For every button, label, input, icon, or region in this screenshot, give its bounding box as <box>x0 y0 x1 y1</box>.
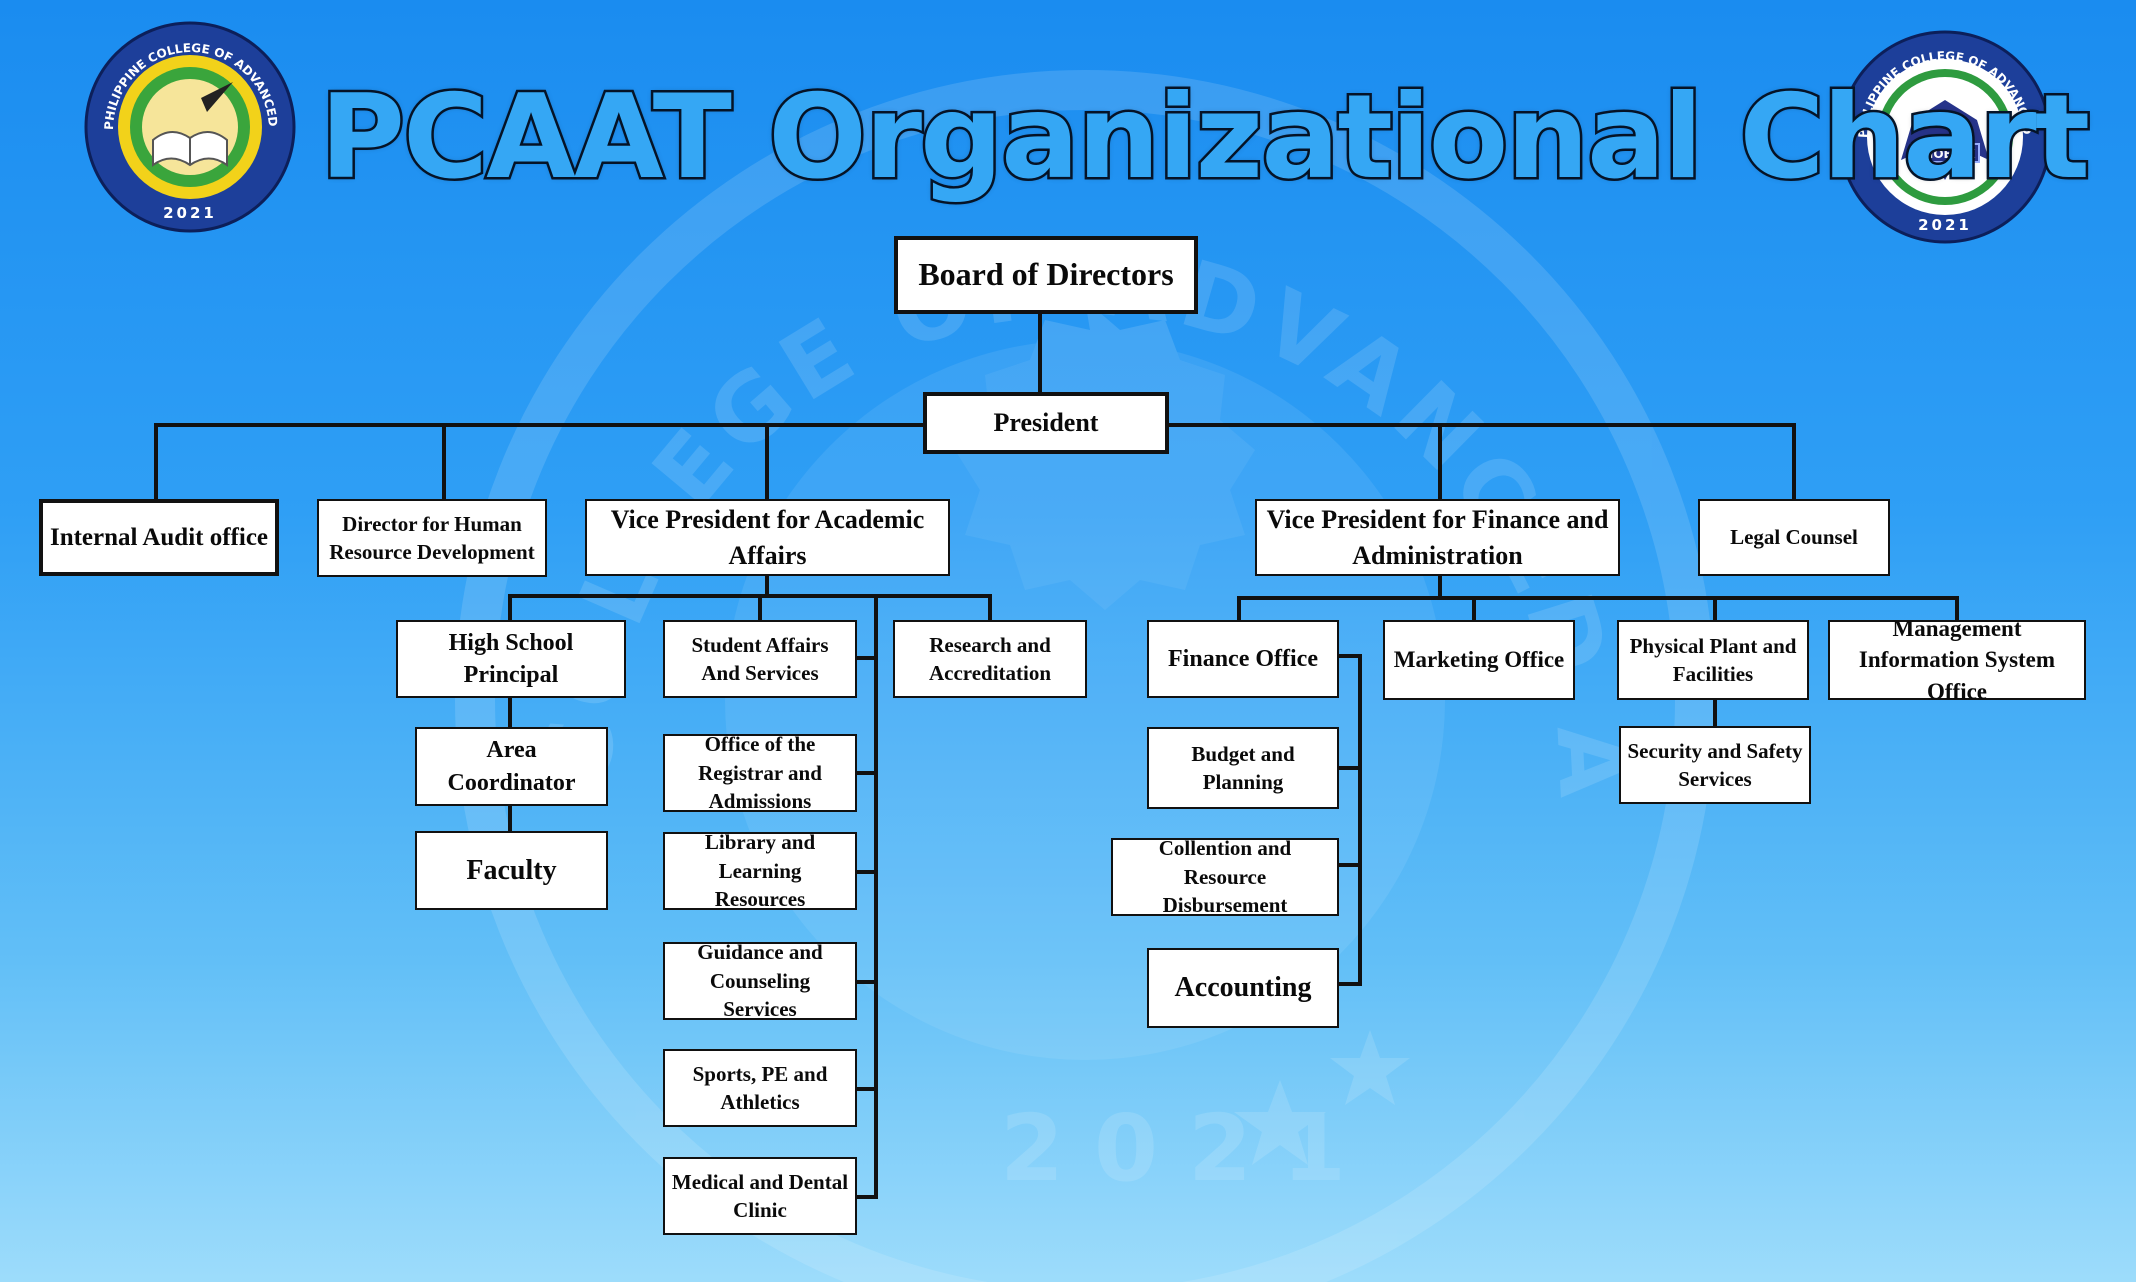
node-faculty: Faculty <box>415 831 608 910</box>
node-accounting: Accounting <box>1147 948 1339 1028</box>
pcaat-phoenix-logo-right: PHOENIX PHILIPPINE COLLEGE OF ADVANCED A… <box>1835 30 2052 244</box>
node-mis-office: Management Information System Office <box>1828 616 2086 704</box>
pcaat-seal-logo-left: PHILIPPINE COLLEGE OF ADVANCED ARTS AND … <box>83 20 296 233</box>
node-medical-dental-clinic: Medical and Dental Clinic <box>663 1157 857 1235</box>
svg-text:2021: 2021 <box>1918 216 1972 234</box>
node-finance-office: Finance Office <box>1147 620 1339 698</box>
svg-text:2021: 2021 <box>163 204 217 222</box>
node-area-coordinator: Area Coordinator <box>415 727 608 806</box>
node-physical-plant-facilities: Physical Plant and Facilities <box>1617 620 1809 700</box>
node-budget-planning: Budget and Planning <box>1147 727 1339 809</box>
node-marketing-office: Marketing Office <box>1383 620 1575 700</box>
phoenix-icon <box>1901 100 1989 180</box>
node-collection-disbursement: Collention and Resource Disbursement <box>1111 836 1339 917</box>
node-board-of-directors: Board of Directors <box>894 236 1198 314</box>
node-hr-director: Director for Human Resource Development <box>317 499 547 577</box>
node-guidance-counseling: Guidance and Counseling Services <box>663 940 857 1021</box>
node-registrar-admissions: Office of the Registrar and Admissions <box>663 732 857 813</box>
page-title: PCAAT Organizational Chart <box>318 68 2093 208</box>
watermark-year: 2021 <box>1000 1095 1376 1202</box>
node-library-learning-resources: Library and Learning Resources <box>663 830 857 911</box>
node-student-affairs: Student Affairs And Services <box>663 620 857 698</box>
node-sports-pe-athletics: Sports, PE and Athletics <box>663 1049 857 1127</box>
node-vp-academic-affairs: Vice President for Academic Affairs <box>585 499 950 576</box>
node-high-school-principal: High School Principal <box>396 620 626 698</box>
node-security-safety-services: Security and Safety Services <box>1619 726 1811 804</box>
node-legal-counsel: Legal Counsel <box>1698 499 1890 576</box>
svg-text:PHOENIX: PHOENIX <box>1915 147 1977 161</box>
quill-icon <box>201 82 233 112</box>
node-vp-finance-administration: Vice President for Finance and Administr… <box>1255 499 1620 576</box>
node-research-accreditation: Research and Accreditation <box>893 620 1087 698</box>
node-internal-audit-office: Internal Audit office <box>39 499 279 576</box>
node-president: President <box>923 392 1169 454</box>
